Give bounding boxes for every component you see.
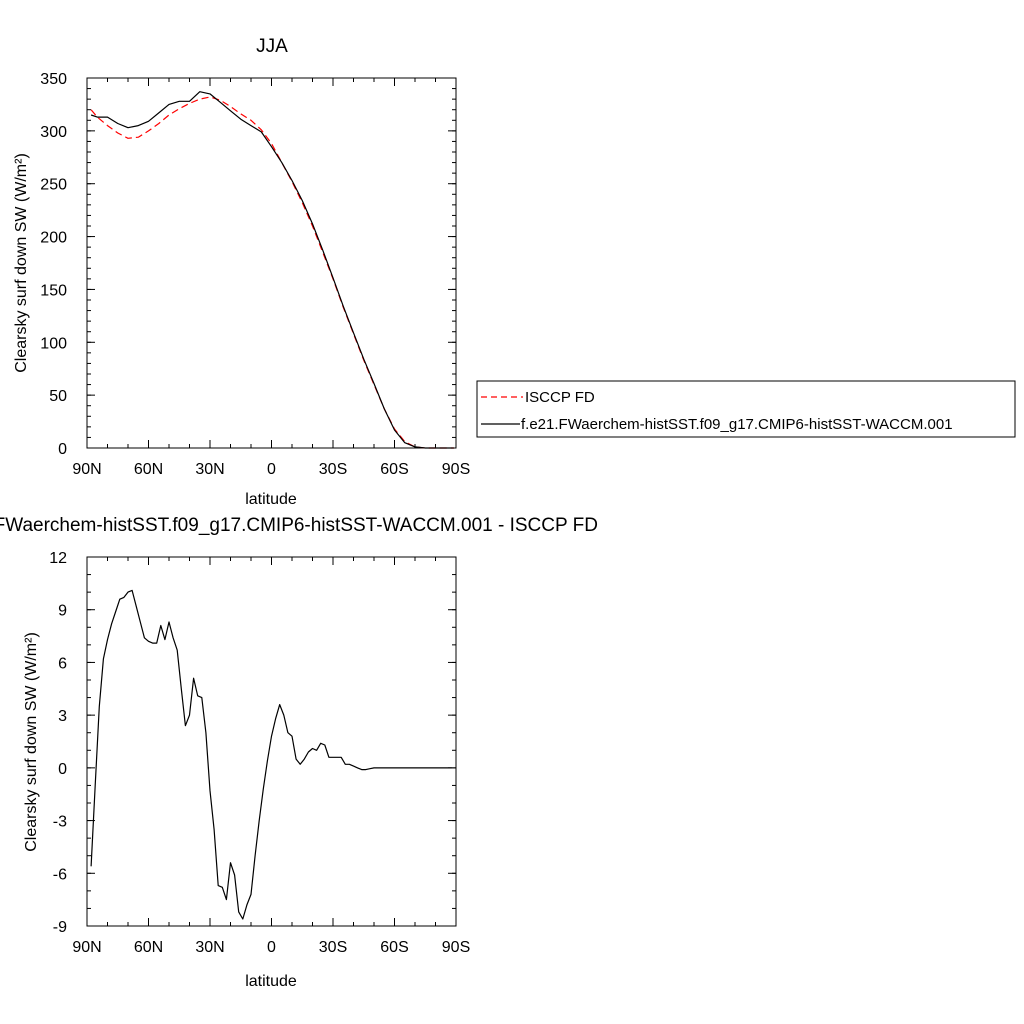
y-tick-label: 0 xyxy=(58,441,67,458)
y-tick-label: 300 xyxy=(40,124,67,141)
y-tick-label: 6 xyxy=(58,655,67,672)
top-x-axis-title: latitude xyxy=(245,491,297,508)
series-line-isccp-fd xyxy=(90,96,454,449)
y-tick-label: 9 xyxy=(58,603,67,620)
plot-frame xyxy=(86,556,457,927)
series-line-model xyxy=(90,91,454,449)
y-tick-label: 0 xyxy=(58,761,67,778)
top-chart-title: JJA xyxy=(256,36,288,57)
x-tick-label: 30S xyxy=(319,939,347,956)
top-panel: JJA 90N 60N 30N 0 30S 60S 90S 0 50 100 150 200 250 30… xyxy=(13,36,470,508)
y-tick-label: 100 xyxy=(40,335,67,352)
legend-label-isccp: ISCCP FD xyxy=(525,389,595,406)
x-tick-label: 0 xyxy=(267,939,276,956)
top-plot-area: 90N 60N 30N 0 30S 60S 90S 0 50 100 150 200 250 300 350 xyxy=(40,71,470,478)
x-tick-label: 60S xyxy=(380,939,408,956)
y-tick-label: -6 xyxy=(53,866,67,883)
x-tick-label: 60N xyxy=(134,939,163,956)
x-tick-label: 30N xyxy=(195,939,224,956)
top-y-axis-title: Clearsky surf down SW (W/m²) xyxy=(13,153,30,373)
x-tick-label: 60S xyxy=(380,461,408,478)
x-tick-label: 90S xyxy=(442,461,470,478)
legend: ISCCP FD f.e21.FWaerchem-histSST.f09_g17… xyxy=(476,380,1016,438)
x-tick-label: 90N xyxy=(72,939,101,956)
y-tick-label: -3 xyxy=(53,814,67,831)
y-tick-label: 200 xyxy=(40,230,67,247)
y-tick-label: 250 xyxy=(40,177,67,194)
x-tick-label: 90S xyxy=(442,939,470,956)
bottom-panel: f.e21.FWaerchem-histSST.f09_g17.CMIP6-hi… xyxy=(0,515,598,990)
x-tick-label: 90N xyxy=(72,461,101,478)
bottom-y-axis-title: Clearsky surf down SW (W/m²) xyxy=(23,632,40,852)
x-tick-label: 30S xyxy=(319,461,347,478)
x-tick-label: 30N xyxy=(195,461,224,478)
series-line-model xyxy=(90,589,452,920)
y-tick-label: 150 xyxy=(40,282,67,299)
x-tick-label: 0 xyxy=(267,461,276,478)
legend-label-model: f.e21.FWaerchem-histSST.f09_g17.CMIP6-hi… xyxy=(521,416,953,433)
bottom-x-axis-title: latitude xyxy=(245,973,297,990)
bottom-chart-title: f.e21.FWaerchem-histSST.f09_g17.CMIP6-hi… xyxy=(0,515,598,536)
y-tick-label: 50 xyxy=(49,388,67,405)
plot-frame xyxy=(86,77,457,449)
y-tick-label: 350 xyxy=(40,71,67,88)
y-tick-label: 3 xyxy=(58,708,67,725)
x-tick-label: 60N xyxy=(134,461,163,478)
y-tick-label: -9 xyxy=(53,919,67,936)
legend-frame xyxy=(476,380,1016,438)
bottom-plot-area: 90N 60N 30N 0 30S 60S 90S -9 -6 -3 0 3 6 9 12 xyxy=(49,550,470,956)
y-tick-label: 12 xyxy=(49,550,67,567)
